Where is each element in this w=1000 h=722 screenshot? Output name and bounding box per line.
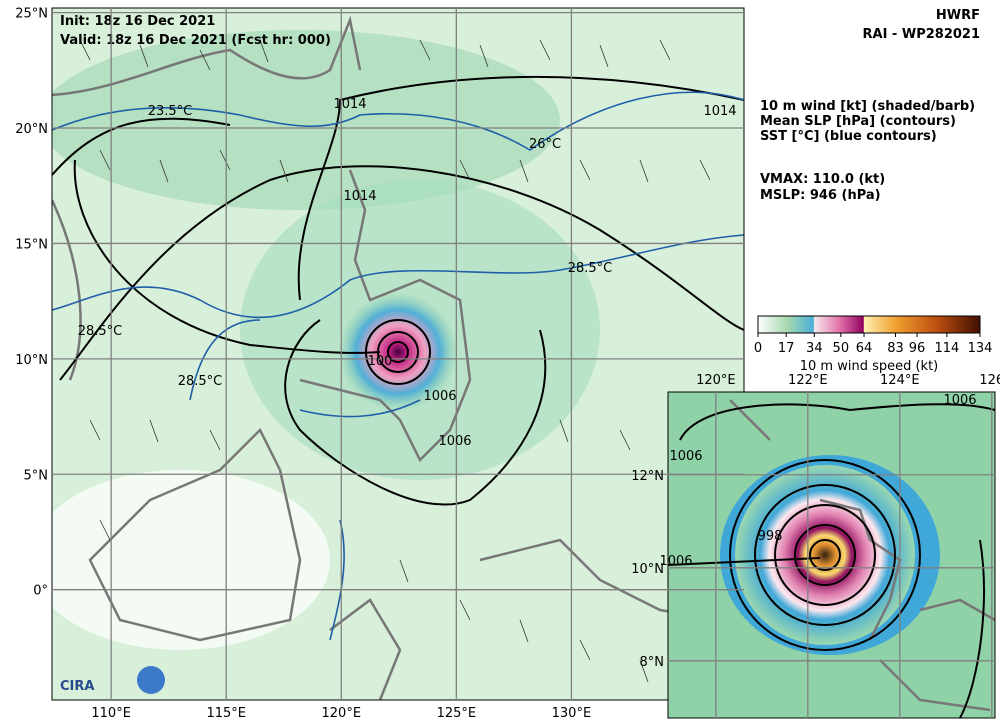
contour-label: 1006 xyxy=(423,389,456,404)
contour-label: 998 xyxy=(758,529,783,544)
contour-label: 23.5°C xyxy=(148,104,193,119)
lon-label: 120°E xyxy=(322,706,362,721)
lon-label: 126 xyxy=(979,373,1000,388)
model-name: HWRF xyxy=(936,8,980,23)
inset-map xyxy=(668,392,995,718)
main-map xyxy=(52,8,744,700)
contour-label: 1006 xyxy=(943,393,976,408)
contour-label: 1006 xyxy=(659,554,692,569)
lon-label: 130°E xyxy=(552,706,592,721)
colorbar-tick-label: 0 xyxy=(754,341,762,356)
contour-label: 100 xyxy=(368,354,393,369)
lon-label: 124°E xyxy=(880,373,920,388)
legend-line: Mean SLP [hPa] (contours) xyxy=(760,114,956,129)
lon-label: 122°E xyxy=(788,373,828,388)
init-time: Init: 18z 16 Dec 2021 xyxy=(60,14,215,29)
valid-time: Valid: 18z 16 Dec 2021 (Fcst hr: 000) xyxy=(60,33,331,48)
colorbar-tick-label: 17 xyxy=(778,341,795,356)
lat-label: 10°N xyxy=(15,353,48,368)
lat-label: 12°N xyxy=(631,469,664,484)
lat-label: 8°N xyxy=(640,655,665,670)
contour-label: 1006 xyxy=(438,434,471,449)
lat-label: 25°N xyxy=(15,7,48,22)
colorbar-tick-label: 64 xyxy=(856,341,873,356)
colorbar xyxy=(757,315,981,334)
inset-frame xyxy=(667,391,996,719)
contour-label: 1006 xyxy=(669,449,702,464)
mslp: MSLP: 946 (hPa) xyxy=(760,188,881,203)
lon-label: 120°E xyxy=(696,373,736,388)
lon-label: 115°E xyxy=(206,706,246,721)
vmax: VMAX: 110.0 (kt) xyxy=(760,172,885,187)
lat-label: 5°N xyxy=(24,468,49,483)
colorbar-tick-label: 34 xyxy=(806,341,823,356)
lat-label: 0° xyxy=(33,584,48,599)
colorbar-tick-label: 83 xyxy=(887,341,904,356)
contour-label: 26°C xyxy=(529,137,561,152)
contour-label: 1014 xyxy=(703,104,736,119)
colorbar-tick-label: 134 xyxy=(968,341,993,356)
logo-text: CIRA xyxy=(60,679,94,694)
lon-label: 110°E xyxy=(91,706,131,721)
logo: CIRA xyxy=(60,666,165,694)
contour-label: 1014 xyxy=(343,189,376,204)
contour-label: 28.5°C xyxy=(568,261,613,276)
contour-label: 28.5°C xyxy=(78,324,123,339)
lon-label: 125°E xyxy=(437,706,477,721)
colorbar-tick-label: 50 xyxy=(833,341,850,356)
lat-label: 10°N xyxy=(631,562,664,577)
lat-label: 15°N xyxy=(15,237,48,252)
colorbar-label: 10 m wind speed (kt) xyxy=(800,359,939,374)
legend-line: 10 m wind [kt] (shaded/barb) xyxy=(760,99,975,114)
main-frame xyxy=(51,7,745,701)
colorbar-tick-label: 114 xyxy=(934,341,959,356)
colorbar-tick-label: 96 xyxy=(909,341,926,356)
storm-name: RAI - WP282021 xyxy=(863,27,981,42)
contour-label: 1014 xyxy=(333,97,366,112)
legend-line: SST [°C] (blue contours) xyxy=(760,129,937,144)
contour-label: 28.5°C xyxy=(178,374,223,389)
lat-label: 20°N xyxy=(15,122,48,137)
